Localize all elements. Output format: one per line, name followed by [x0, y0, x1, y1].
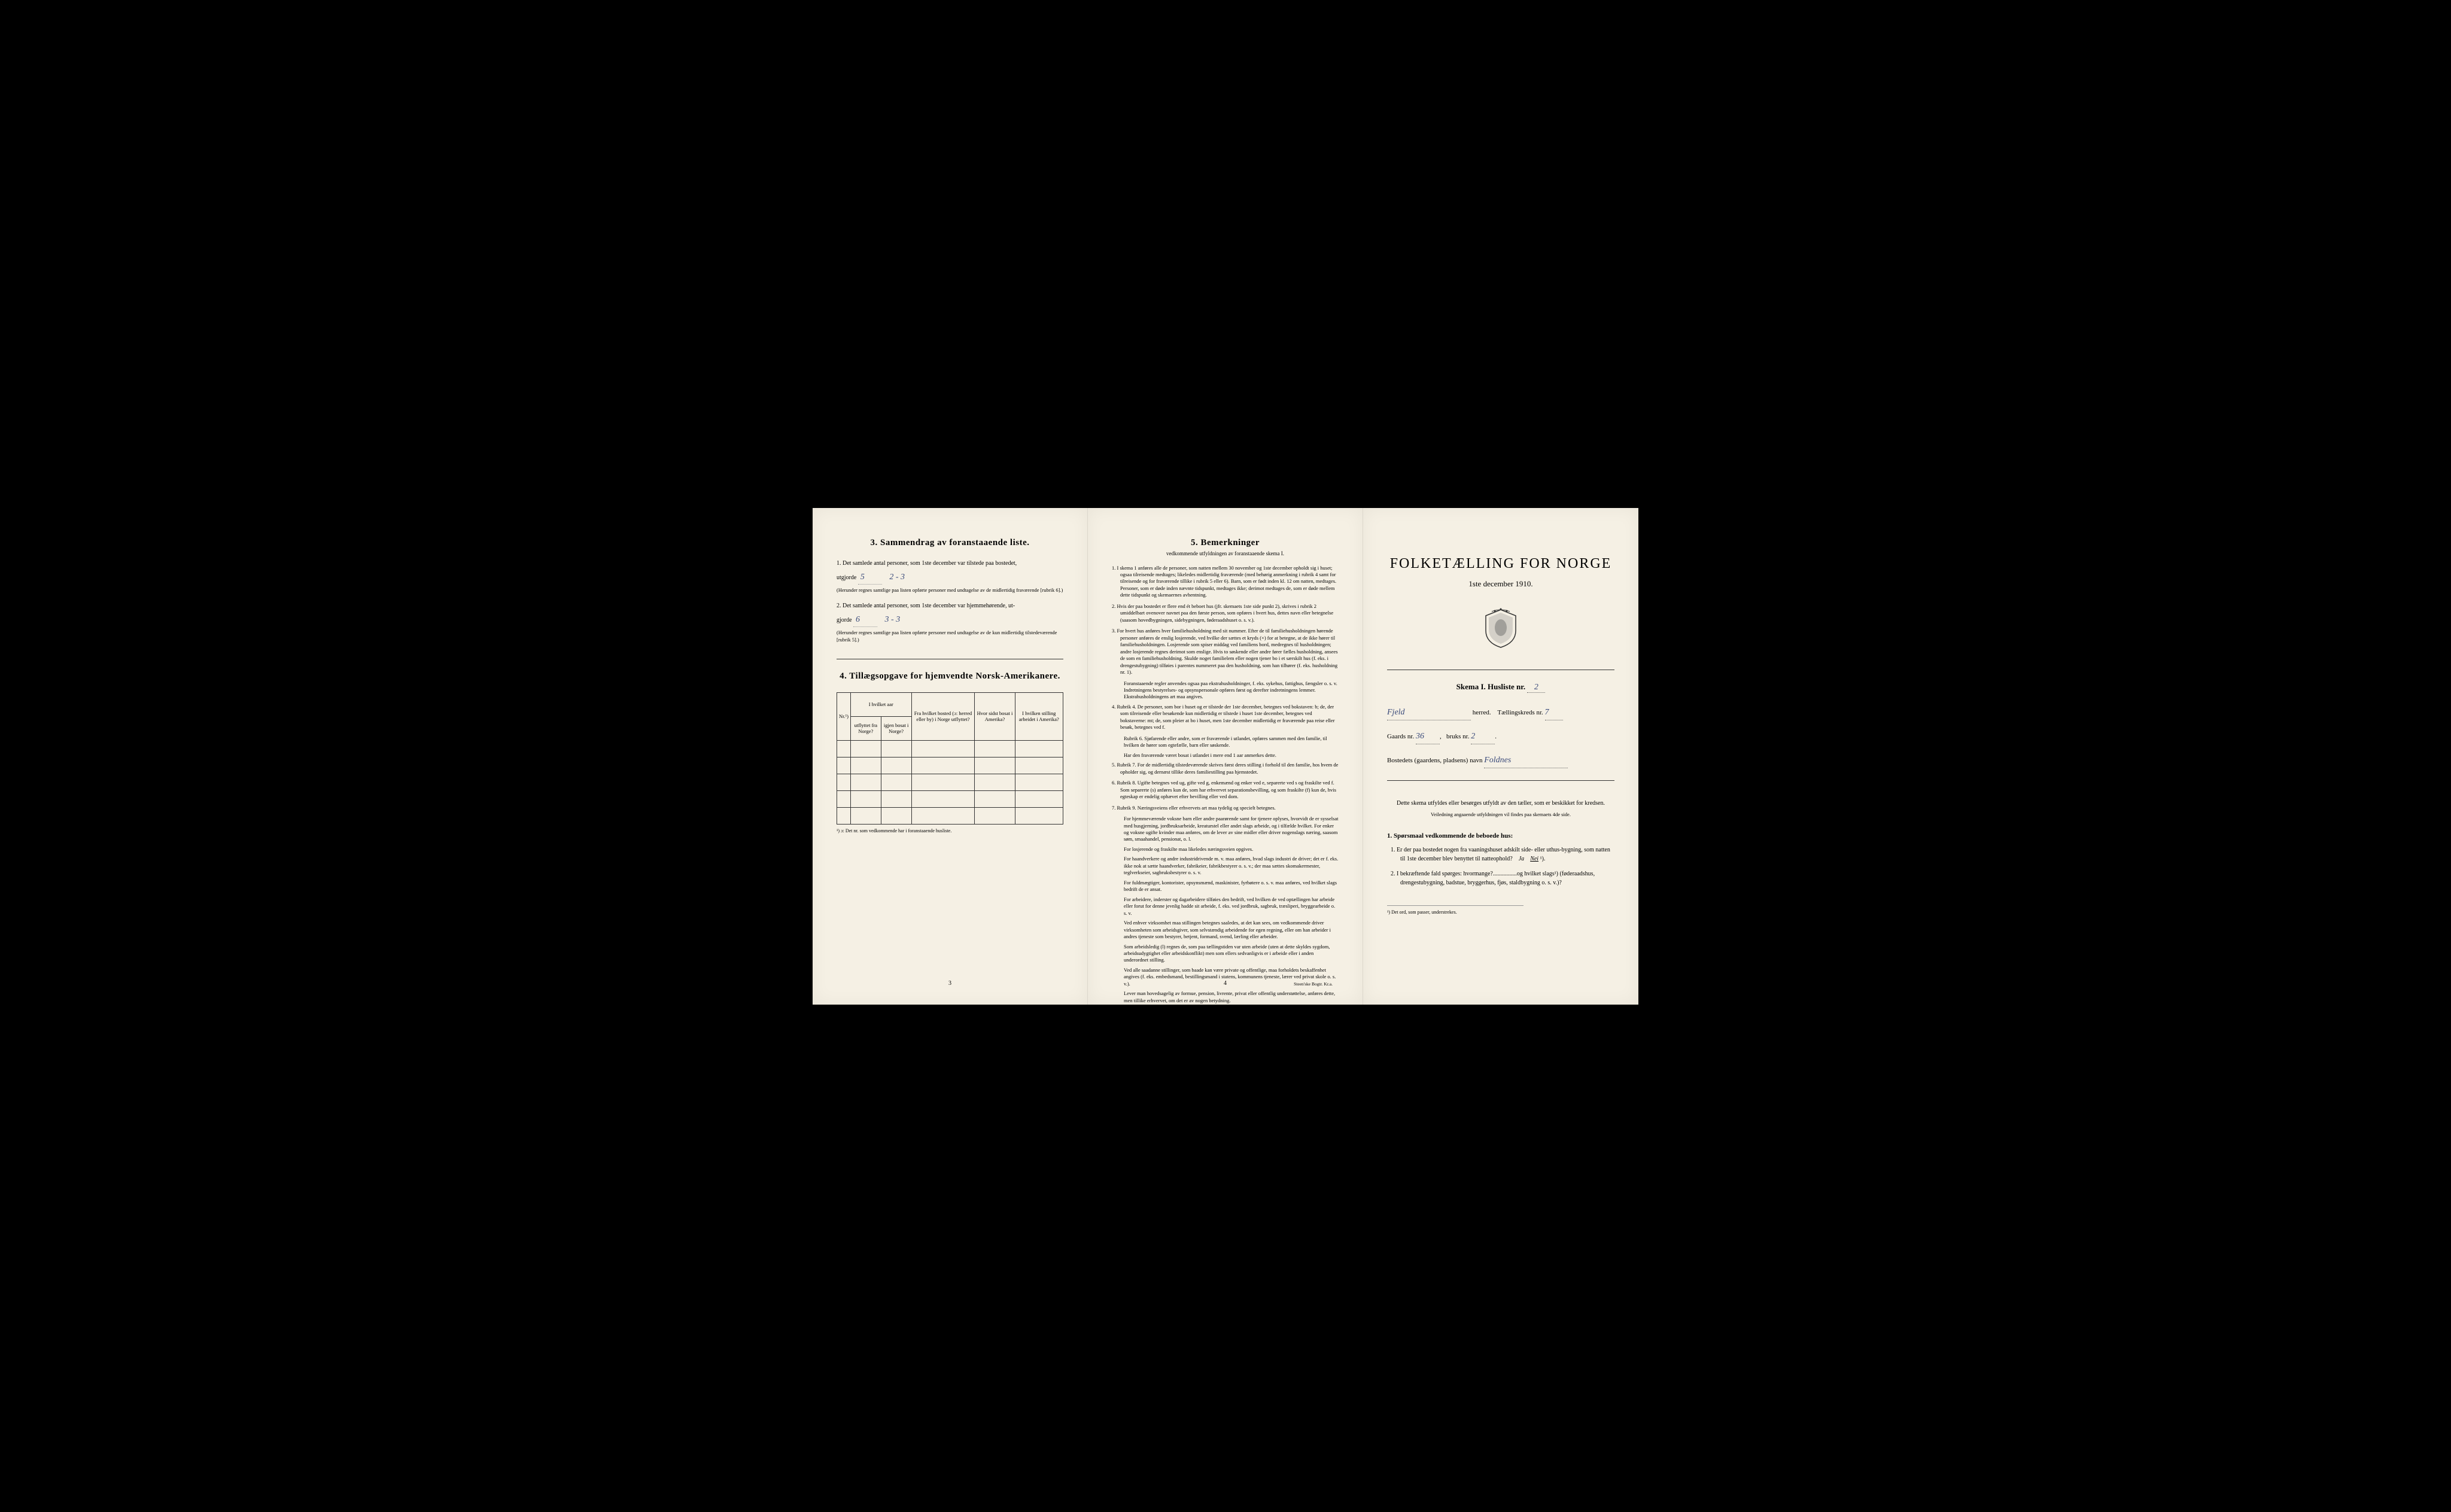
- bosted-line: Bostedets (gaardens, pladsens) navn Fold…: [1387, 753, 1614, 768]
- item-2-note: (Herunder regnes samtlige paa listen opf…: [837, 629, 1063, 644]
- table-row: [837, 740, 1063, 757]
- table-row: [837, 774, 1063, 790]
- remark-5: 5. Rubrik 7. For de midlertidig tilstede…: [1112, 762, 1339, 775]
- fill-instructions-sub: Veiledning angaaende utfyldningen vil fi…: [1387, 811, 1614, 817]
- remark-7-sub-6: Ved enhver virksomhet maa stillingen bet…: [1112, 920, 1339, 940]
- remark-7-sub-4: For fuldmægtiger, kontorister, opsynsmæn…: [1112, 880, 1339, 893]
- item-1-text: 1. Det samlede antal personer, som 1ste …: [837, 559, 1063, 568]
- answer-nei: Nei: [1530, 856, 1538, 862]
- remark-4-extra-2: Har den fraværende været bosat i utlande…: [1112, 752, 1339, 759]
- remark-7-sub-3: For haandverkere og andre industridriven…: [1112, 856, 1339, 876]
- remark-6: 6. Rubrik 8. Ugifte betegnes ved ug, gif…: [1112, 780, 1339, 800]
- remark-7: 7. Rubrik 9. Næringsveiens eller erhverv…: [1112, 805, 1339, 811]
- document-title: FOLKETÆLLING FOR NORGE: [1387, 556, 1614, 572]
- item-2-text: 2. Det samlede antal personer, som 1ste …: [837, 601, 1063, 611]
- page-1-title: FOLKETÆLLING FOR NORGE 1ste december 191…: [1363, 508, 1638, 1005]
- herred-line: Fjeld herred. Tællingskreds nr. 7: [1387, 705, 1614, 720]
- remark-7-sub-9: Lever man hovedsagelig av formue, pensio…: [1112, 990, 1339, 1004]
- remark-7-sub-1: For hjemmeværende voksne barn eller andr…: [1112, 816, 1339, 843]
- item-2-value-2: 3 - 3: [885, 615, 901, 624]
- page-number: 4: [1224, 980, 1227, 987]
- footnote: ¹) Det ord, som passer, understrekes.: [1387, 905, 1523, 915]
- printer-credit: Steen'ske Bogtr. Kr.a.: [1294, 981, 1333, 987]
- item-1-value-1: 5: [858, 571, 882, 585]
- herred-value: Fjeld: [1387, 705, 1471, 720]
- kreds-value: 7: [1545, 705, 1563, 720]
- table-footnote: ¹) ɔ: Det nr. som vedkommende har i fora…: [837, 828, 1063, 833]
- item-2-value-1: 6: [853, 613, 877, 627]
- remark-1: 1. I skema 1 anføres alle de personer, s…: [1112, 565, 1339, 599]
- th-returned: igjen bosat i Norge?: [881, 716, 911, 740]
- th-year: I hvilket aar: [851, 692, 912, 716]
- fill-instructions: Dette skema utfyldes eller besørges utfy…: [1387, 799, 1614, 808]
- emigrant-table: Nr.¹) I hvilket aar Fra hvilket bosted (…: [837, 692, 1063, 825]
- question-2: 2. I bekræftende fald spørges: hvormange…: [1387, 869, 1614, 887]
- coat-of-arms-icon: [1387, 607, 1614, 652]
- table-row: [837, 807, 1063, 824]
- remarks-subtitle: vedkommende utfyldningen av foranstaaend…: [1112, 550, 1339, 556]
- th-where: Hvor sidst bosat i Amerika?: [975, 692, 1015, 740]
- remark-4-extra-1: Rubrik 6. Sjøfarende eller andre, som er…: [1112, 735, 1339, 749]
- skema-line: Skema I. Husliste nr. 2: [1387, 682, 1614, 693]
- section-5-title: 5. Bemerkninger: [1112, 538, 1339, 548]
- census-date: 1ste december 1910.: [1387, 579, 1614, 589]
- remark-2: 2. Hvis der paa bostedet er flere end ét…: [1112, 603, 1339, 623]
- divider: [1387, 780, 1614, 781]
- item-1-note: (Herunder regnes samtlige paa listen opf…: [837, 587, 1063, 594]
- th-emigrated: utflyttet fra Norge?: [851, 716, 881, 740]
- remark-7-sub-7: Som arbeidsledig (l) regnes de, som paa …: [1112, 944, 1339, 964]
- remark-3-extra: Foranstaaende regler anvendes ogsaa paa …: [1112, 680, 1339, 701]
- item-1-value-2: 2 - 3: [889, 573, 905, 582]
- section-3-title: 3. Sammendrag av foranstaaende liste.: [837, 538, 1063, 548]
- page-3-summary: 3. Sammendrag av foranstaaende liste. 1.…: [813, 508, 1088, 1005]
- remark-7-sub-2: For losjerende og fraskilte maa likelede…: [1112, 846, 1339, 853]
- gaards-line: Gaards nr. 36, bruks nr. 2.: [1387, 729, 1614, 744]
- page-4-remarks: 5. Bemerkninger vedkommende utfyldningen…: [1088, 508, 1363, 1005]
- th-position: I hvilken stilling arbeidet i Amerika?: [1015, 692, 1063, 740]
- husliste-nr: 2: [1527, 683, 1545, 693]
- remark-8: 8. Rubrik 14. Sinker og lignende aandssl…: [1112, 1017, 1339, 1031]
- remark-7-sub-10: Ved forhenværende næringsdrivende, embed…: [1112, 1007, 1339, 1014]
- th-from: Fra hvilket bosted (ɔ: herred eller by) …: [911, 692, 975, 740]
- gaards-value: 36: [1416, 729, 1440, 744]
- th-nr: Nr.¹): [837, 692, 851, 740]
- remark-3: 3. For hvert hus anføres hver familiehus…: [1112, 628, 1339, 676]
- question-heading: 1. Spørsmaal vedkommende de beboede hus:: [1387, 832, 1614, 839]
- table-row: [837, 757, 1063, 774]
- table-row: [837, 790, 1063, 807]
- bruks-value: 2: [1471, 729, 1495, 744]
- section-4-title: 4. Tillægsopgave for hjemvendte Norsk-Am…: [837, 671, 1063, 682]
- item-1-values: utgjorde 5 2 - 3: [837, 571, 1063, 585]
- question-1: 1. Er der paa bostedet nogen fra vaaning…: [1387, 845, 1614, 863]
- page-number: 3: [948, 980, 951, 987]
- census-document: 3. Sammendrag av foranstaaende liste. 1.…: [813, 508, 1638, 1005]
- remark-4: 4. Rubrik 4. De personer, som bor i huse…: [1112, 704, 1339, 731]
- remark-7-sub-5: For arbeidere, inderster og dagarbeidere…: [1112, 896, 1339, 917]
- item-2-values: gjorde 6 3 - 3: [837, 613, 1063, 627]
- bosted-value: Foldnes: [1484, 753, 1568, 768]
